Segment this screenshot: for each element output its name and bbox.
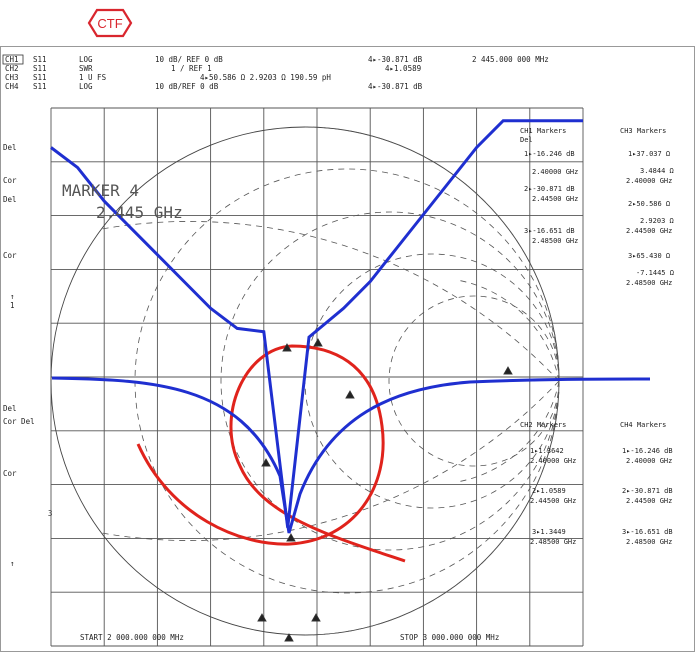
left-label: Del — [3, 195, 17, 204]
smith-x05-arc-bottom — [101, 380, 560, 541]
marker-triangle — [282, 343, 292, 352]
ch3-marker-table: CH3 Markers 1▸37.037 Ω 3.4844 Ω 2.40000 … — [620, 127, 674, 287]
start-frequency: START 2 000.000 000 MHz — [80, 633, 184, 642]
ch3-markers-title: CH3 Markers — [620, 127, 666, 135]
ch1-marker-table: CH1 Markers Del 1▸-16.246 dB 2.40000 GHz… — [520, 127, 578, 245]
left-label: Cor Del — [3, 417, 35, 426]
ch2-marker-value: 1▸1.3642 — [530, 447, 564, 455]
left-label: 3 — [48, 509, 53, 518]
ch2-marker-value: 2▸1.0589 — [532, 487, 566, 495]
ch1-marker-value: 2▸-30.871 dB — [524, 185, 575, 193]
hdr-ch1-fmt: LOG — [79, 55, 93, 64]
ch1-marker-value: 1▸-16.246 dB — [524, 150, 575, 158]
ch2-marker-value: 3▸1.3449 — [532, 528, 566, 536]
left-label: Cor — [3, 251, 17, 260]
hdr-ch1: CH1 — [5, 55, 19, 64]
left-label: Cor — [3, 176, 17, 185]
analyzer-display: CH1 S11 LOG 10 dB/ REF 0 dB 4▸-30.871 dB… — [0, 46, 695, 652]
hdr-ch2-mkr: 4▸1.0589 — [385, 64, 421, 73]
ch2-markers-title: CH2 Markers — [520, 421, 566, 429]
left-label: Del — [3, 404, 17, 413]
ch4-marker-value: 2▸-30.871 dB — [622, 487, 673, 495]
markers — [257, 338, 513, 642]
hdr-ch2-scale: 1 / REF 1 — [171, 64, 212, 73]
hdr-ch4: CH4 — [5, 82, 19, 91]
hdr-ch3-param: S11 — [33, 73, 47, 82]
ch3-marker-freq: 2.44500 GHz — [626, 227, 672, 235]
hdr-ch4-mkr: 4▸-30.871 dB — [368, 82, 423, 91]
left-label: Del — [3, 143, 17, 152]
ch3-marker-freq: 2.40000 GHz — [626, 177, 672, 185]
ch3-marker-value: 2▸50.586 Ω — [628, 200, 670, 208]
stop-frequency: STOP 3 000.000 000 MHz — [400, 633, 499, 642]
ch3-marker-value2: 2.9203 Ω — [640, 217, 674, 225]
return-loss-trace — [50, 119, 583, 528]
ch3-marker-value: 1▸37.037 Ω — [628, 150, 670, 158]
marker-triangle — [311, 613, 321, 622]
swr-trace — [51, 376, 651, 534]
hdr-ch2-param: S11 — [33, 64, 47, 73]
hdr-ch1-mkr: 4▸-30.871 dB — [368, 55, 423, 64]
channel-header: CH1 S11 LOG 10 dB/ REF 0 dB 4▸-30.871 dB… — [2, 54, 549, 91]
marker-note-freq: 2.445 GHz — [96, 203, 183, 222]
logo-text: CTF — [97, 16, 122, 31]
hdr-ch2: CH2 — [5, 64, 19, 73]
hdr-ch3-scale: 4▸50.586 Ω 2.9203 Ω 190.59 pH — [200, 73, 331, 82]
ch4-markers-title: CH4 Markers — [620, 421, 666, 429]
hdr-ch3: CH3 — [5, 73, 19, 82]
marker-triangle — [313, 338, 323, 347]
ctf-logo: CTF — [83, 4, 137, 42]
ch1-marker-freq: 2.48500 GHz — [532, 237, 578, 245]
hdr-ch2-fmt: SWR — [79, 64, 93, 73]
ch4-marker-table: CH4 Markers 1▸-16.246 dB 2.40000 GHz 2▸-… — [620, 421, 673, 546]
ch2-marker-table: CH2 Markers 1▸1.3642 2.40000 GHz 2▸1.058… — [520, 421, 576, 546]
smith-x1-arc-bottom — [304, 380, 560, 636]
hdr-ch4-scale: 10 dB/REF 0 dB — [155, 82, 219, 91]
hdr-ch1-freq: 2 445.000 000 MHz — [472, 55, 549, 64]
ch1-marker-freq: 2.44500 GHz — [532, 195, 578, 203]
marker-triangle — [286, 533, 296, 542]
ch4-marker-freq: 2.44500 GHz — [626, 497, 672, 505]
hdr-ch1-scale: 10 dB/ REF 0 dB — [155, 55, 223, 64]
left-labels: Del Cor Del Cor ↑ 1 Del Cor Del Cor 3 ↑ — [3, 143, 53, 568]
ch2-marker-freq: 2.44500 GHz — [530, 497, 576, 505]
ch3-marker-value2: -7.1445 Ω — [636, 269, 674, 277]
ch3-marker-value: 3▸65.430 Ω — [628, 252, 670, 260]
ch4-marker-value: 3▸-16.651 dB — [622, 528, 673, 536]
ch4-marker-value: 1▸-16.246 dB — [622, 447, 673, 455]
ch1-markers-title: CH1 Markers — [520, 127, 566, 135]
marker-triangle — [284, 633, 294, 642]
ch1-markers-sub: Del — [520, 136, 533, 144]
smith-impedance-trace — [136, 344, 406, 563]
marker-note: MARKER 4 2.445 GHz — [62, 181, 183, 222]
logo-diamond — [87, 8, 133, 38]
ch3-marker-value2: 3.4844 Ω — [640, 167, 674, 175]
hdr-ch1-param: S11 — [33, 55, 47, 64]
hdr-ch4-param: S11 — [33, 82, 47, 91]
marker-note-title: MARKER 4 — [62, 181, 139, 200]
marker-triangle — [345, 390, 355, 399]
smith-x2-arc-top — [456, 279, 560, 382]
ch2-marker-freq: 2.40000 GHz — [530, 457, 576, 465]
ch4-marker-freq: 2.48500 GHz — [626, 538, 672, 546]
hdr-ch3-fmt: 1 U FS — [79, 73, 107, 82]
ch1-marker-value: 3▸-16.651 dB — [524, 227, 575, 235]
smith-x1-arc-top — [304, 126, 560, 382]
marker-triangle — [261, 458, 271, 467]
left-label: Cor — [3, 469, 17, 478]
smith-x05-arc-top — [101, 221, 560, 382]
ch1-marker-freq: 2.40000 GHz — [532, 168, 578, 176]
ch3-marker-freq: 2.48500 GHz — [626, 279, 672, 287]
hdr-ch4-fmt: LOG — [79, 82, 93, 91]
ch4-marker-freq: 2.40000 GHz — [626, 457, 672, 465]
left-label: ↑ — [10, 292, 15, 301]
ch2-marker-freq: 2.48500 GHz — [530, 538, 576, 546]
marker-triangle — [257, 613, 267, 622]
left-label: 1 — [10, 301, 15, 310]
ch1-highlight — [2, 54, 24, 65]
left-label: ↑ — [10, 559, 15, 568]
smith-x2-arc-bottom — [456, 380, 560, 483]
marker-triangle — [503, 366, 513, 375]
